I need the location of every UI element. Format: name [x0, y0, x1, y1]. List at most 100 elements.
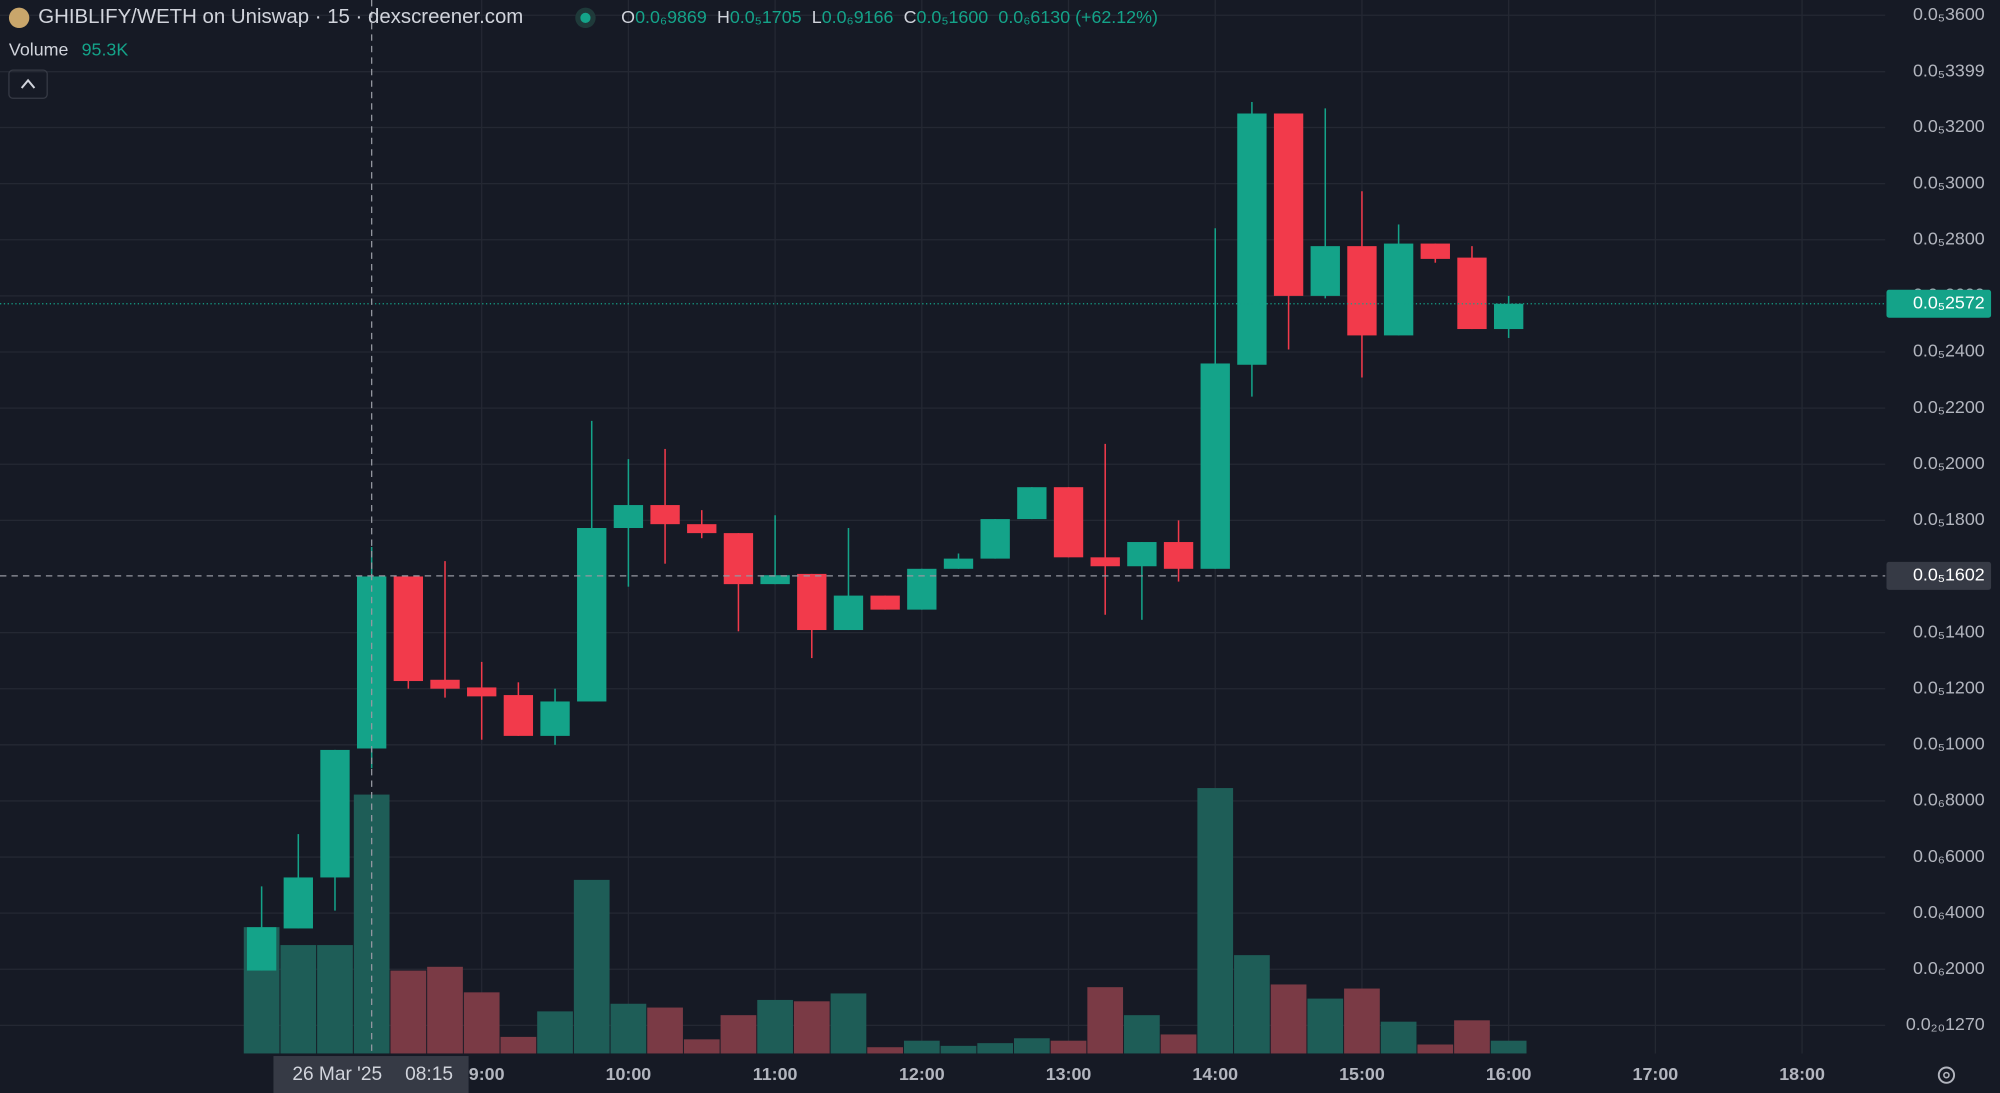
- volume-bar: [500, 1036, 537, 1054]
- candle-body: [980, 519, 1010, 559]
- volume-bar: [830, 993, 867, 1054]
- volume-bar: [1160, 1034, 1197, 1054]
- grid: [0, 0, 1886, 1054]
- candle-body: [687, 524, 717, 534]
- volume-bar: [683, 1039, 720, 1054]
- x-tick-label: 16:00: [1486, 1064, 1532, 1084]
- y-tick-label: 0.0₅1800: [1913, 509, 1985, 529]
- volume-bar: [940, 1045, 977, 1054]
- settings-icon[interactable]: [1937, 1066, 1956, 1084]
- volume-bars: [243, 788, 1527, 1054]
- y-tick-label: 0.0₆6000: [1913, 846, 1985, 866]
- status-dot: [580, 12, 591, 23]
- settings-icon-center[interactable]: [1943, 1071, 1950, 1079]
- volume-bar: [427, 966, 463, 1054]
- candles: [246, 102, 1524, 971]
- candle-body: [613, 505, 644, 529]
- volume-bar: [573, 879, 610, 1054]
- token-icon: [8, 7, 30, 29]
- volume-bar: [1050, 1040, 1087, 1054]
- x-tick-label: 13:00: [1046, 1064, 1092, 1084]
- volume-legend-value: 95.3K: [82, 40, 129, 60]
- candle-body: [1383, 243, 1414, 336]
- collapse-button[interactable]: [8, 69, 48, 99]
- candle-body: [1053, 487, 1084, 558]
- ohlc-change: 0.0₆6130 (+62.12%): [998, 7, 1157, 27]
- x-tick-label: 09:00: [459, 1064, 505, 1084]
- ohlc-value: 0.0₆9166: [822, 7, 894, 27]
- x-tick-label: 15:00: [1339, 1064, 1385, 1084]
- x-tick-label: 12:00: [899, 1064, 945, 1084]
- candle-body: [503, 695, 534, 736]
- volume-bar: [977, 1043, 1014, 1054]
- y-tick-label: 0.0₆4000: [1913, 902, 1985, 922]
- candle-body: [1237, 113, 1267, 365]
- candle-body: [650, 505, 680, 525]
- volume-bar: [647, 1007, 683, 1054]
- volume-bar: [1490, 1040, 1527, 1054]
- volume-bar: [903, 1040, 940, 1054]
- y-tick-label: 0.0₅2000: [1913, 453, 1985, 473]
- volume-bar: [1270, 984, 1307, 1054]
- ohlc-key: L: [812, 7, 822, 27]
- volume-bar: [1307, 998, 1344, 1054]
- last-price-box: [1886, 289, 1992, 318]
- candle-body: [320, 749, 350, 878]
- candle-body: [1017, 487, 1047, 520]
- x-tick-label: 18:00: [1779, 1064, 1825, 1084]
- candle-body: [1127, 542, 1157, 567]
- crosshair-price-box: [1886, 561, 1992, 590]
- volume-bar: [1124, 1015, 1160, 1054]
- y-tick-label: 0.0₅3000: [1913, 172, 1985, 192]
- candle-body: [1457, 257, 1487, 330]
- candle-body: [797, 573, 827, 631]
- volume-bar: [793, 1001, 830, 1054]
- candle-body: [1347, 246, 1377, 336]
- ohlc-readout: O0.0₆9869 H0.0₅1705 L0.0₆9166 C0.0₅1600 0.0₆…: [621, 7, 1158, 27]
- volume-bar: [720, 1015, 757, 1054]
- overlays: [0, 0, 1886, 1054]
- y-tick-label: 0.0₂₀1270: [1906, 1014, 1985, 1034]
- candle-body: [577, 528, 607, 702]
- crosshair-price-label: 0.0₅1602: [1913, 565, 1985, 585]
- candle-body: [1420, 243, 1450, 259]
- axes: 0.0₅3600 0.0₅3399 0.0₅3200 0.0₅3000 0.0₅2800…: [273, 4, 1992, 1093]
- x-tick-label: 17:00: [1633, 1064, 1679, 1084]
- volume-bar: [280, 945, 317, 1054]
- candle-body: [356, 576, 387, 749]
- volume-bar: [390, 970, 427, 1054]
- candle-body: [760, 575, 790, 585]
- volume-bar: [463, 992, 500, 1054]
- volume-bar: [867, 1047, 903, 1054]
- ohlc-key: H: [717, 7, 730, 27]
- candle-body: [393, 576, 424, 682]
- candle-body: [1200, 363, 1230, 569]
- collapse-icon[interactable]: [20, 78, 36, 89]
- settings-button[interactable]: [1937, 1066, 1956, 1084]
- volume-bar: [537, 1011, 573, 1054]
- collapse-button-frame[interactable]: [8, 69, 48, 99]
- volume-legend-name: Volume: [9, 40, 69, 60]
- volume-bar: [1087, 987, 1124, 1054]
- y-tick-label: 0.0₆8000: [1913, 790, 1985, 810]
- candle-body: [833, 595, 864, 631]
- y-tick-label: 0.0₅2200: [1913, 397, 1985, 417]
- volume-bar: [317, 945, 353, 1054]
- ohlc-key: O: [621, 7, 635, 27]
- candle-body: [540, 701, 570, 736]
- ohlc-value: 0.0₅1705: [730, 7, 802, 27]
- last-price-label: 0.0₅2572: [1913, 292, 1985, 312]
- candle-body: [467, 687, 497, 697]
- y-tick-label: 0.0₅1000: [1913, 734, 1985, 754]
- title: GHIBLIFY/WETH on Uniswap · 15 · dexscree…: [38, 6, 523, 28]
- y-tick-label: 0.0₅2800: [1913, 228, 1985, 248]
- y-tick-label: 0.0₅3200: [1913, 116, 1985, 136]
- volume-bar: [1454, 1020, 1490, 1054]
- candle-body: [1310, 246, 1340, 296]
- y-tick-label: 0.0₅1400: [1913, 621, 1985, 641]
- volume-bar: [1013, 1038, 1050, 1054]
- volume-bar: [757, 999, 793, 1054]
- y-tick-label: 0.0₆2000: [1913, 958, 1985, 978]
- candle-body: [430, 679, 460, 689]
